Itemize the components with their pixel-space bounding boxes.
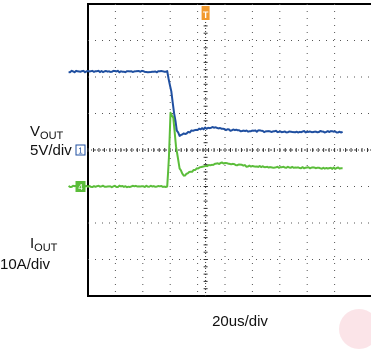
trace-out-1 xyxy=(68,111,343,189)
watermark-logo xyxy=(339,309,371,349)
iout-scale-label: 10A/div xyxy=(0,256,51,273)
iout-subscript: OUT xyxy=(34,242,58,254)
trace-out-0 xyxy=(68,69,344,137)
series-label-vout: VOUT xyxy=(30,124,63,144)
series-label-iout: IOUT xyxy=(30,236,57,256)
trigger-marker-label: T xyxy=(203,10,209,20)
iout-symbol: I xyxy=(30,235,35,252)
channel-markers: 1 4 T xyxy=(75,6,210,192)
channel-number: 4 xyxy=(78,183,83,192)
x-axis-label: 20us/div xyxy=(212,313,268,330)
channel-marker-4: 4 xyxy=(75,181,86,192)
trigger-marker: T xyxy=(201,6,210,20)
oscilloscope-display: 1 4 T 20us/div xyxy=(68,3,371,330)
waveform-traces xyxy=(68,69,344,189)
channel-marker-1: 1 xyxy=(75,144,86,156)
vout-symbol: V xyxy=(30,123,41,140)
graticule xyxy=(87,3,371,297)
vout-subscript: OUT xyxy=(40,130,64,142)
channel-number: 1 xyxy=(78,147,83,156)
vout-scale-label: 5V/div xyxy=(30,142,72,159)
